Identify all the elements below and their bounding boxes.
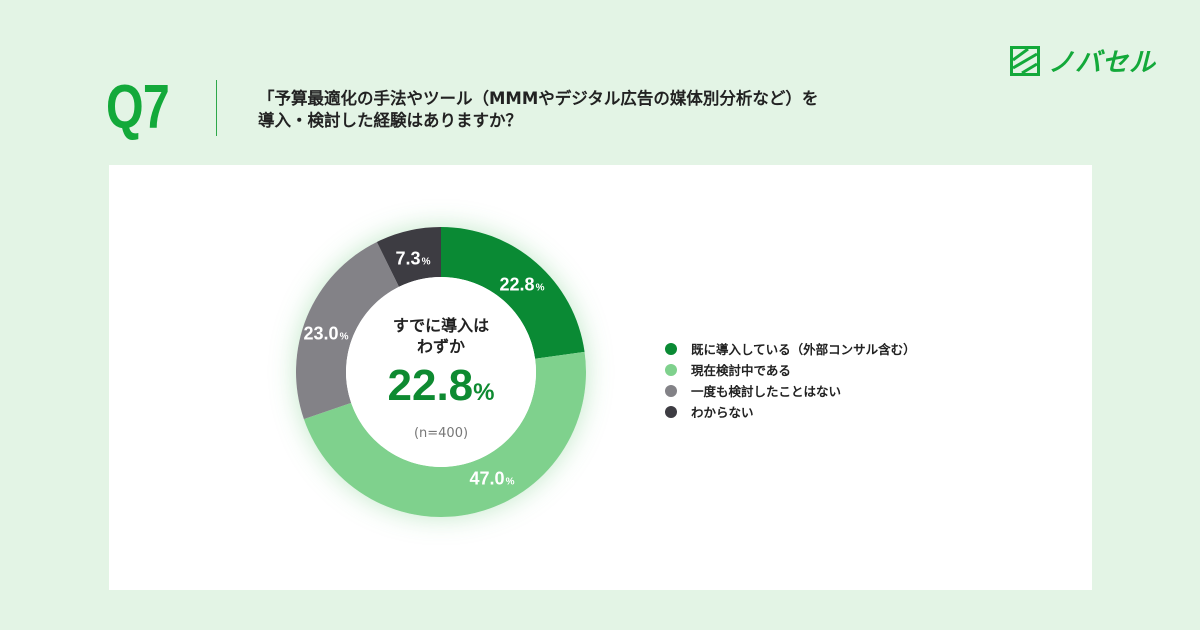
center-headline-line-2: わずか (416, 337, 465, 356)
legend-item: 既に導入している（外部コンサル含む） (665, 338, 916, 359)
center-headline: すでに導入は わずか (346, 315, 536, 357)
donut-chart (296, 227, 586, 517)
legend-label: 現在検討中である (691, 363, 791, 378)
legend-dot-icon (665, 363, 677, 376)
legend-label: 一度も検討したことはない (691, 384, 842, 399)
segment-label-considering: 47.0% (469, 468, 515, 489)
legend-item: 現在検討中である (665, 359, 916, 380)
center-value: 22.8% (387, 361, 495, 410)
segment-label-never: 23.0% (303, 323, 349, 344)
donut-segment (296, 241, 399, 420)
segment-label-implemented: 22.8% (499, 274, 545, 295)
header-divider (216, 80, 217, 136)
legend-dot-icon (665, 405, 677, 418)
question-line-2: 導入・検討した経験はありますか？ (258, 111, 522, 130)
brand-name: ノバセル (1048, 48, 1157, 78)
legend-item: 一度も検討したことはない (665, 380, 916, 401)
legend-item: わからない (665, 401, 916, 422)
legend-dot-icon (665, 342, 677, 355)
center-headline-line-1: すでに導入は (392, 316, 490, 335)
nobaseru-logo-icon (1010, 45, 1040, 76)
question-line-1: 「予算最適化の手法やツール（MMMやデジタル広告の媒体別分析など）を (258, 89, 819, 108)
chart-card (109, 165, 1092, 590)
legend-label: わからない (691, 405, 754, 420)
donut-svg (296, 227, 586, 517)
chart-legend: 既に導入している（外部コンサル含む） 現在検討中である 一度も検討したことはない… (665, 338, 916, 422)
legend-label: 既に導入している（外部コンサル含む） (691, 342, 916, 357)
sample-size: (n=400) (413, 426, 469, 441)
donut-center: すでに導入は わずか 22.8% (n=400) (346, 277, 536, 467)
question-number: Q7 (106, 73, 170, 142)
question-text: 「予算最適化の手法やツール（MMMやデジタル広告の媒体別分析など）を 導入・検討… (258, 88, 818, 132)
donut-segment (303, 351, 586, 517)
brand-logo: ノバセル (1010, 42, 1156, 79)
donut-segment (441, 227, 585, 359)
donut-segment (376, 227, 441, 287)
legend-dot-icon (665, 384, 677, 397)
segment-label-unknown: 7.3% (395, 248, 431, 269)
